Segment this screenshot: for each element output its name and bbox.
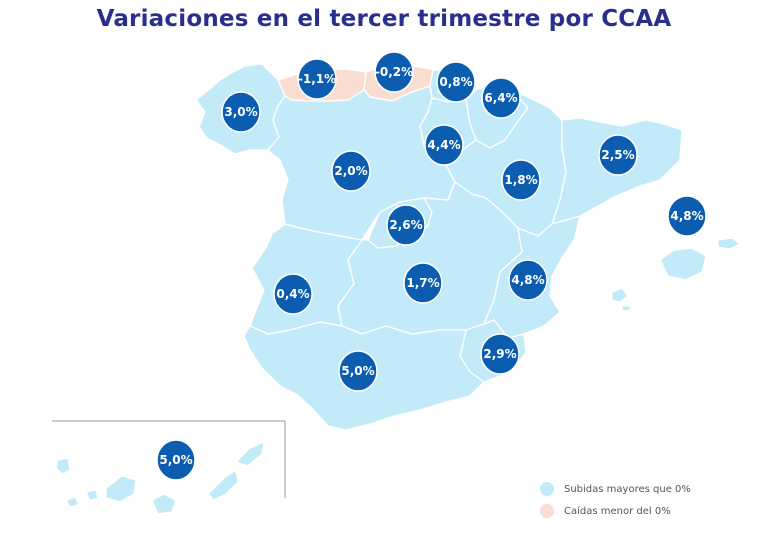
bubble-label-cantabria: -0,2% <box>375 65 413 79</box>
bubble-label-castilla-leon: 2,0% <box>334 164 367 178</box>
region-canarias-lanzarote <box>235 441 265 467</box>
bubble-asturias: -1,1% <box>297 58 337 100</box>
region-baleares-formentera <box>621 305 631 312</box>
bubble-label-asturias: -1,1% <box>298 72 336 86</box>
bubble-navarra: 6,4% <box>481 77 521 119</box>
bubble-label-galicia: 3,0% <box>224 105 257 119</box>
bubble-andalucia: 5,0% <box>338 350 378 392</box>
region-canarias-la-palma <box>55 457 71 475</box>
bubble-label-la-rioja: 4,4% <box>427 138 460 152</box>
bubble-label-valencia: 4,8% <box>511 273 544 287</box>
map-legend: Subidas mayores que 0% Caídas menor del … <box>540 478 691 522</box>
legend-swatch-falls <box>540 504 554 518</box>
region-canarias-fuerteventura <box>207 469 239 501</box>
bubble-la-rioja: 4,4% <box>424 124 464 166</box>
legend-label-rises: Subidas mayores que 0% <box>564 483 691 495</box>
bubble-extremadura: 0,4% <box>273 273 313 315</box>
region-baleares-mallorca <box>659 247 707 281</box>
bubble-galicia: 3,0% <box>221 91 261 133</box>
region-canarias-el-hierro <box>65 496 79 508</box>
legend-swatch-rises <box>540 482 554 496</box>
bubble-label-madrid: 2,6% <box>389 218 422 232</box>
bubble-label-andalucia: 5,0% <box>341 364 374 378</box>
region-baleares-menorca <box>717 237 741 250</box>
bubble-aragon: 1,8% <box>501 159 541 201</box>
bubble-label-baleares: 4,8% <box>670 209 703 223</box>
bubble-label-pais-vasco: 0,8% <box>439 75 472 89</box>
bubble-label-murcia: 2,9% <box>483 347 516 361</box>
region-canarias-la-gomera <box>85 489 99 501</box>
bubble-cataluna: 2,5% <box>598 134 638 176</box>
canarias-inset-frame <box>52 420 286 498</box>
bubble-cantabria: -0,2% <box>374 51 414 93</box>
bubble-castilla-leon: 2,0% <box>331 150 371 192</box>
bubble-castilla-la-mancha: 1,7% <box>403 262 443 304</box>
region-canarias-gran-canaria <box>151 493 177 515</box>
legend-item-falls: Caídas menor del 0% <box>540 500 691 522</box>
bubble-label-canarias: 5,0% <box>159 453 192 467</box>
region-baleares-ibiza <box>611 287 629 303</box>
legend-label-falls: Caídas menor del 0% <box>564 505 671 517</box>
bubble-label-extremadura: 0,4% <box>276 287 309 301</box>
bubble-label-aragon: 1,8% <box>504 173 537 187</box>
bubble-murcia: 2,9% <box>480 333 520 375</box>
bubble-label-navarra: 6,4% <box>484 91 517 105</box>
map-title: Variaciones en el tercer trimestre por C… <box>96 6 672 32</box>
bubble-valencia: 4,8% <box>508 259 548 301</box>
bubble-madrid: 2,6% <box>386 204 426 246</box>
legend-item-rises: Subidas mayores que 0% <box>540 478 691 500</box>
bubble-canarias: 5,0% <box>156 439 196 481</box>
bubble-pais-vasco: 0,8% <box>436 61 476 103</box>
bubble-label-castilla-la-mancha: 1,7% <box>406 276 439 290</box>
bubble-baleares: 4,8% <box>667 195 707 237</box>
region-canarias-tenerife <box>105 475 137 503</box>
bubble-label-cataluna: 2,5% <box>601 148 634 162</box>
